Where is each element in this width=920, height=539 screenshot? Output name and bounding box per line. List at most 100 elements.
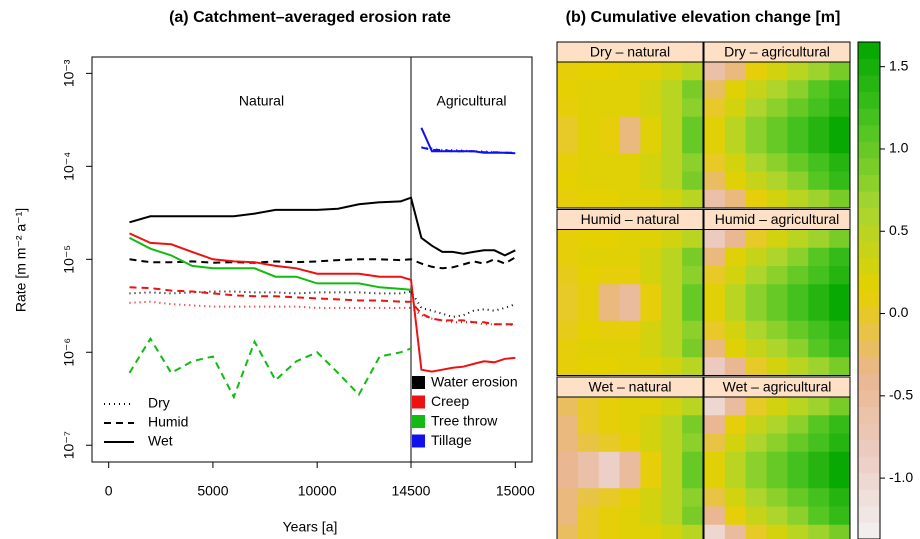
colorbar-band xyxy=(858,42,880,60)
heat-cell xyxy=(682,247,704,267)
legend-label: Tillage xyxy=(431,432,472,448)
heat-cell xyxy=(766,339,788,358)
heat-cell xyxy=(598,451,621,471)
heat-cell xyxy=(619,302,641,322)
heat-cell xyxy=(745,524,768,539)
heat-cell xyxy=(787,397,809,416)
heat-cell xyxy=(619,284,641,303)
heat-cell xyxy=(682,302,704,322)
legend-label: Wet xyxy=(148,433,173,449)
heat-cell xyxy=(787,357,809,376)
colorbar-tick-label: -1.0 xyxy=(889,469,913,485)
heat-cell xyxy=(598,229,621,249)
heat-cell xyxy=(808,116,830,136)
heat-cell xyxy=(745,470,768,489)
heat-cell xyxy=(682,451,704,471)
heat-cell xyxy=(577,357,600,376)
colorbar-band xyxy=(858,124,880,142)
heat-cell xyxy=(704,339,726,358)
heat-cell xyxy=(808,506,830,526)
heat-cell xyxy=(577,451,600,471)
heat-cell xyxy=(577,397,600,416)
heat-cell xyxy=(577,415,600,434)
heat-cell xyxy=(745,135,768,154)
heat-cell xyxy=(598,357,621,376)
heat-cell xyxy=(577,506,600,526)
heat-cell xyxy=(557,433,579,453)
heat-cell xyxy=(557,488,579,507)
heat-cell xyxy=(577,229,600,249)
colorbar-band xyxy=(858,75,880,93)
legend-label: Water erosion xyxy=(431,374,518,390)
heat-cell xyxy=(577,433,600,453)
heat-cell xyxy=(724,302,747,322)
panel-strip xyxy=(556,209,704,230)
heat-cell xyxy=(661,153,683,172)
heat-cell xyxy=(640,98,662,118)
heat-cell xyxy=(704,357,726,376)
heat-cell xyxy=(808,98,830,118)
heat-cell xyxy=(808,339,830,358)
heat-cell xyxy=(766,135,788,154)
heat-cell xyxy=(766,116,788,136)
heat-cell xyxy=(640,284,662,303)
heat-cell xyxy=(766,488,788,507)
y-tick-label: 10⁻⁶ xyxy=(61,338,77,367)
colorbar-band xyxy=(858,323,880,341)
heat-cell xyxy=(661,451,683,471)
heat-cell xyxy=(557,135,579,154)
heat-cell xyxy=(724,524,747,539)
heat-cell xyxy=(640,135,662,154)
heat-cell xyxy=(787,247,809,267)
colorbar-band xyxy=(858,141,880,159)
colorbar-band xyxy=(858,439,880,457)
colorbar-tick-label: 1.5 xyxy=(889,57,909,73)
colorbar-band xyxy=(858,340,880,358)
heat-cell xyxy=(640,506,662,526)
heat-cell xyxy=(598,433,621,453)
heat-cell xyxy=(619,320,641,340)
heat-cell xyxy=(724,451,747,471)
heat-cell xyxy=(619,339,641,358)
heat-cell xyxy=(682,433,704,453)
colorbar-band xyxy=(858,207,880,225)
heat-cell xyxy=(661,320,683,340)
heat-cell xyxy=(557,415,579,434)
heat-cell xyxy=(745,116,768,136)
y-axis-label: Rate [m m⁻² a⁻¹] xyxy=(13,208,29,312)
heat-cell xyxy=(745,357,768,376)
heat-cell xyxy=(598,80,621,99)
heat-cell xyxy=(829,433,851,453)
heat-cell xyxy=(704,320,726,340)
heat-cell xyxy=(598,302,621,322)
heat-cell xyxy=(787,229,809,249)
heat-cell xyxy=(829,247,851,267)
heat-cell xyxy=(619,397,641,416)
heat-cell xyxy=(724,488,747,507)
heat-cell xyxy=(577,153,600,172)
heat-cell xyxy=(557,116,579,136)
heat-cell xyxy=(808,229,830,249)
heat-cell xyxy=(640,116,662,136)
colorbar-band xyxy=(858,456,880,474)
heat-cell xyxy=(557,339,579,358)
heat-cell xyxy=(829,98,851,118)
panel-strip xyxy=(556,41,704,63)
heat-cell xyxy=(766,266,788,285)
heat-cell xyxy=(577,98,600,118)
colorbar-band xyxy=(858,157,880,176)
heat-cell xyxy=(619,506,641,526)
heat-cell xyxy=(704,266,726,285)
heat-cell xyxy=(704,135,726,154)
heat-cell xyxy=(787,451,809,471)
legend-label: Humid xyxy=(148,414,188,430)
heat-cell xyxy=(766,415,788,434)
heat-cell xyxy=(724,62,747,81)
heat-cell xyxy=(557,62,579,81)
heat-cell xyxy=(745,415,768,434)
heat-cell xyxy=(808,357,830,376)
colorbar-band xyxy=(858,373,880,391)
heat-cell xyxy=(619,116,641,136)
heat-cell xyxy=(682,488,704,507)
